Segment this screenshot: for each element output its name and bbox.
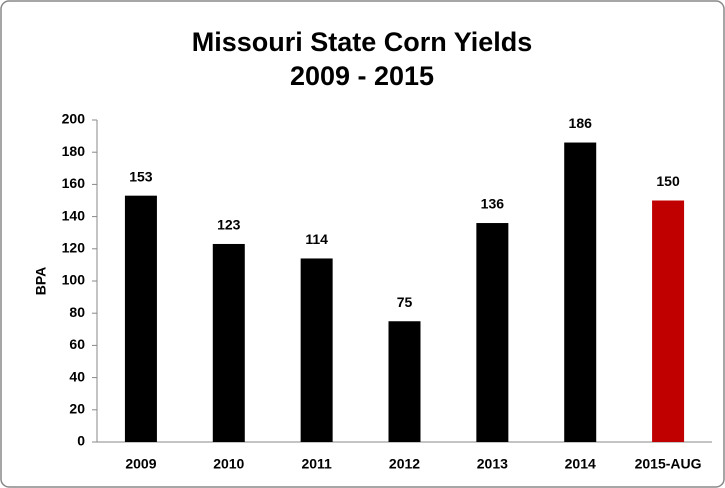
- chart-title: Missouri State Corn Yields: [192, 27, 533, 57]
- y-tick-label: 20: [69, 401, 85, 417]
- data-label: 114: [305, 231, 328, 247]
- bar: [388, 321, 421, 442]
- data-label: 75: [397, 294, 413, 310]
- y-tick-label: 160: [62, 175, 86, 191]
- x-tick-label: 2011: [301, 456, 332, 472]
- y-tick-label: 100: [62, 272, 86, 288]
- y-tick-label: 60: [69, 336, 85, 352]
- data-label: 153: [129, 168, 153, 184]
- y-tick-label: 200: [62, 111, 86, 127]
- bar: [476, 223, 509, 442]
- bar: [124, 195, 157, 442]
- y-tick-label: 140: [62, 207, 86, 223]
- bar: [300, 258, 333, 442]
- data-label: 150: [656, 173, 680, 189]
- y-tick-label: 120: [62, 240, 86, 256]
- y-axis-label: BPA: [33, 267, 49, 296]
- chart-subtitle: 2009 - 2015: [290, 61, 434, 91]
- data-label: 136: [481, 196, 505, 212]
- x-tick-label: 2012: [389, 456, 420, 472]
- y-tick-label: 0: [77, 433, 85, 449]
- bar: [212, 243, 245, 442]
- y-tick-label: 80: [69, 304, 85, 320]
- x-tick-label: 2010: [213, 456, 244, 472]
- y-tick-label: 180: [62, 143, 86, 159]
- bar: [564, 142, 597, 443]
- data-label: 186: [569, 115, 593, 131]
- x-tick-label: 2013: [477, 456, 508, 472]
- x-tick-label: 2015-AUG: [635, 456, 702, 472]
- x-tick-label: 2014: [565, 456, 596, 472]
- data-label: 123: [217, 217, 241, 233]
- bar: [652, 200, 685, 442]
- y-tick-label: 40: [69, 368, 85, 384]
- x-tick-label: 2009: [125, 456, 156, 472]
